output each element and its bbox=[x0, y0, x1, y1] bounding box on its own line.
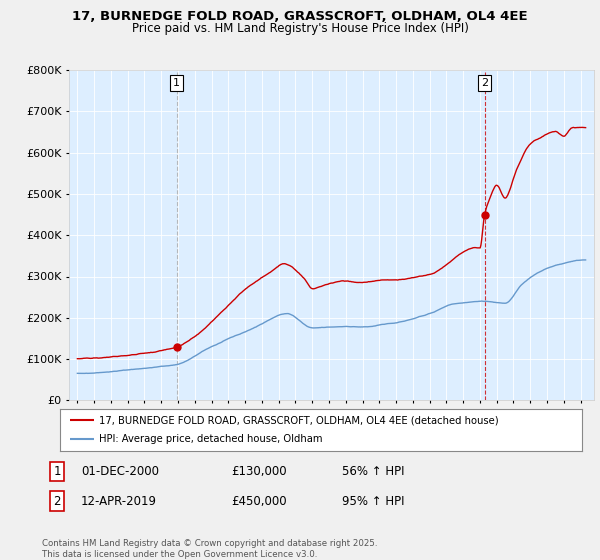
Text: 1: 1 bbox=[53, 465, 61, 478]
Text: 17, BURNEDGE FOLD ROAD, GRASSCROFT, OLDHAM, OL4 4EE: 17, BURNEDGE FOLD ROAD, GRASSCROFT, OLDH… bbox=[72, 10, 528, 23]
Text: Contains HM Land Registry data © Crown copyright and database right 2025.
This d: Contains HM Land Registry data © Crown c… bbox=[42, 539, 377, 559]
Text: 17, BURNEDGE FOLD ROAD, GRASSCROFT, OLDHAM, OL4 4EE (detached house): 17, BURNEDGE FOLD ROAD, GRASSCROFT, OLDH… bbox=[99, 415, 499, 425]
Text: 12-APR-2019: 12-APR-2019 bbox=[81, 494, 157, 508]
Text: 01-DEC-2000: 01-DEC-2000 bbox=[81, 465, 159, 478]
Text: HPI: Average price, detached house, Oldham: HPI: Average price, detached house, Oldh… bbox=[99, 435, 323, 445]
Text: 2: 2 bbox=[481, 78, 488, 88]
Text: 95% ↑ HPI: 95% ↑ HPI bbox=[342, 494, 404, 508]
Text: 2: 2 bbox=[53, 494, 61, 508]
Text: £450,000: £450,000 bbox=[231, 494, 287, 508]
Text: Price paid vs. HM Land Registry's House Price Index (HPI): Price paid vs. HM Land Registry's House … bbox=[131, 22, 469, 35]
Text: £130,000: £130,000 bbox=[231, 465, 287, 478]
Text: 1: 1 bbox=[173, 78, 180, 88]
Text: 56% ↑ HPI: 56% ↑ HPI bbox=[342, 465, 404, 478]
